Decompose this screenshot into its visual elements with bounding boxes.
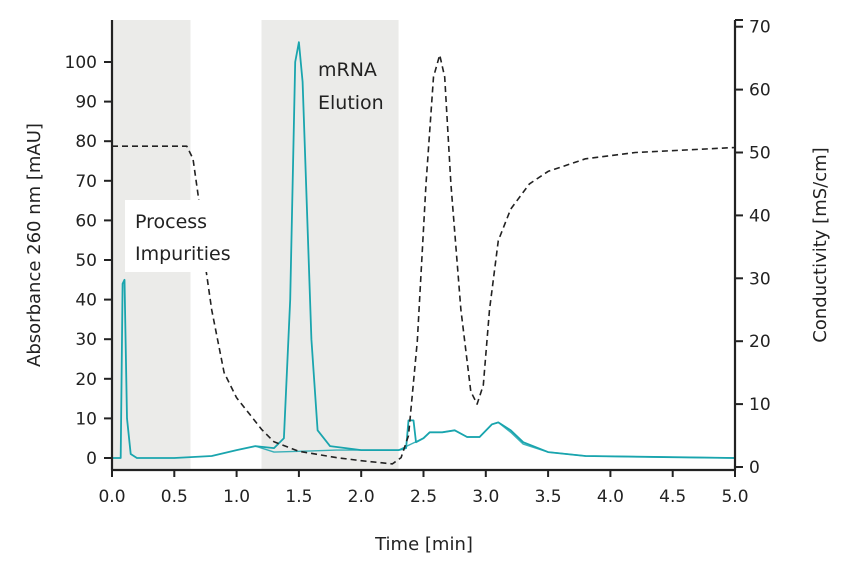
region-label-background [125,200,245,272]
y-right-tick-label: 30 [749,269,771,289]
y-left-tick-label: 90 [75,93,97,113]
y-left-tick-label: 100 [65,53,97,73]
y-right-tick-label: 60 [749,81,771,101]
region-label: Impurities [135,243,231,265]
x-tick-label: 4.0 [597,487,624,507]
y-left-tick-label: 60 [75,211,97,231]
y-right-tick-label: 50 [749,144,771,164]
x-tick-label: 1.5 [285,487,312,507]
x-tick-label: 3.5 [535,487,562,507]
y-left-tick-label: 50 [75,251,97,271]
x-tick-label: 0.0 [98,487,125,507]
region-label: mRNA [318,59,377,81]
shaded-region [261,20,399,470]
x-tick-label: 5.0 [721,487,748,507]
y-right-tick-label: 20 [749,332,771,352]
x-tick-label: 3.0 [472,487,499,507]
y-left-tick-label: 10 [75,409,97,429]
conductivity-line [112,54,736,465]
y-left-tick-label: 20 [75,370,97,390]
y-right-tick-label: 0 [749,458,760,478]
y-right-tick-label: 40 [749,206,771,226]
y-right-tick-label: 70 [749,18,771,38]
y-right-tick-label: 10 [749,395,771,415]
x-axis-label: Time [min] [374,534,473,555]
region-label: Elution [318,92,384,114]
y-left-tick-label: 80 [75,132,97,152]
x-tick-label: 2.5 [410,487,437,507]
x-tick-label: 0.5 [161,487,188,507]
y-left-tick-label: 30 [75,330,97,350]
x-tick-label: 2.0 [348,487,375,507]
x-tick-label: 4.5 [659,487,686,507]
y-axis-right-label: Conductivity [mS/cm] [810,147,831,342]
y-left-tick-label: 40 [75,291,97,311]
y-axis-left-label: Absorbance 260 nm [mAU] [24,123,45,367]
region-label: Process [135,211,207,233]
y-left-tick-label: 0 [86,449,97,469]
absorbance-line [255,421,736,459]
x-tick-label: 1.0 [223,487,250,507]
y-left-tick-label: 70 [75,172,97,192]
